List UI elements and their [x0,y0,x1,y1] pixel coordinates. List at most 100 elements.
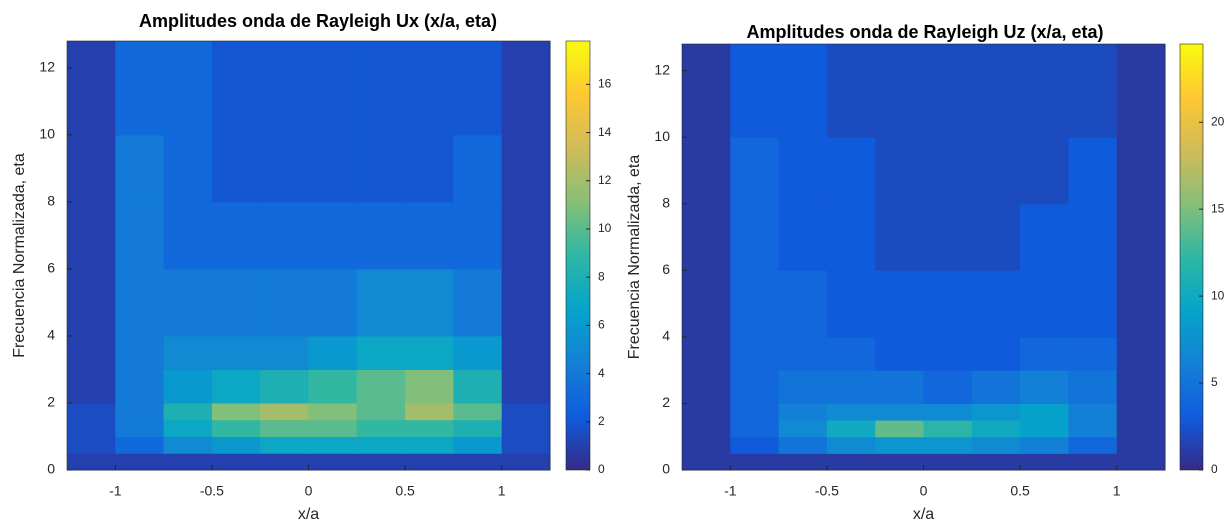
heatmap-cell [1116,270,1166,338]
heatmap-cell [1116,336,1166,371]
heatmap-cell [67,436,116,454]
heatmap-cell [923,44,973,138]
heatmap-cell [356,436,406,454]
heatmap-cell [211,201,261,270]
heatmap-cell [1068,370,1118,404]
heatmap-cell [923,270,973,338]
heatmap-cell [1116,137,1166,205]
heatmap-cell [1068,453,1118,471]
heatmap-cell [730,203,780,271]
heatmap-cell [875,403,924,421]
x-tick-label: 0.5 [1010,483,1030,499]
heatmap-cell [826,420,876,438]
heatmap-cell [1020,203,1069,271]
heatmap-cell [875,370,924,404]
heatmap-cell [453,134,503,203]
heatmap-cell [67,369,116,404]
heatmap-cell [826,270,876,338]
heatmap-cell [875,270,924,338]
heatmap-cell [211,335,261,370]
heatmap-cell [1020,336,1069,371]
heatmap-cell [778,436,828,454]
heatmap-cell [115,335,165,370]
colorbar-tick-label: 0 [1211,462,1218,476]
heatmap-cell [826,44,876,138]
heatmap-cell [682,44,731,138]
heatmap-cell [1020,436,1069,454]
heatmap-cell [260,201,309,270]
heatmap-cell [67,41,116,136]
heatmap-cell [453,369,503,404]
heatmap-cell [211,419,261,437]
heatmap-cell [875,336,924,371]
heatmap-cell [501,453,551,471]
heatmap-cell [826,336,876,371]
heatmap-cell [405,369,454,404]
heatmap-cell [501,419,551,437]
heatmap-cell [453,335,503,370]
heatmap-cell [971,270,1021,338]
heatmap-cell [778,44,828,138]
x-tick-label: -0.5 [200,483,224,499]
heatmap-cell [115,419,165,437]
heatmap-cell [1068,403,1118,421]
heatmap-cell [211,41,261,136]
heatmap-cell [308,436,358,454]
heatmap-cell [260,41,309,136]
heatmap-cell [163,41,213,136]
x-axis-label: x/a [298,506,319,523]
heatmap-cell [308,201,358,270]
heatmap-cell [682,203,731,271]
heatmap-cell [501,268,551,337]
heatmap-cell [1068,44,1118,138]
heatmap-cell [971,453,1021,471]
heatmap-cell [453,419,503,437]
y-tick-label: 2 [662,394,670,410]
heatmap-cell [730,270,780,338]
heatmap-cell [730,137,780,205]
heatmap-cell [778,203,828,271]
y-tick-label: 10 [654,128,670,144]
heatmap-cell [682,270,731,338]
heatmap-cell [1068,270,1118,338]
heatmap-cell [730,370,780,404]
heatmap-cell [308,453,358,471]
heatmap-cell [405,436,454,454]
heatmap-cell [356,335,406,370]
heatmap-cell [67,335,116,370]
heatmap-cell [1020,44,1069,138]
heatmap-cell [260,335,309,370]
heatmap-cell [1116,44,1166,138]
x-tick-label: -1 [724,483,737,499]
colorbar-tick-label: 5 [1211,375,1218,389]
heatmap-cell [1116,203,1166,271]
heatmap-cell [453,268,503,337]
heatmap-cell [682,137,731,205]
heatmap-cell [67,402,116,421]
heatmap-cell [778,137,828,205]
heatmap-cell [923,137,973,205]
y-tick-label: 12 [654,61,670,77]
heatmap-cell [501,369,551,404]
colorbar-tick-label: 16 [598,77,612,91]
heatmap-cell [730,403,780,421]
heatmap-cell [260,369,309,404]
colorbar-tick-label: 12 [598,173,612,187]
heatmap-cell [971,370,1021,404]
heatmap-cell [163,268,213,337]
heatmap-cell [163,134,213,203]
heatmap-cell [1116,403,1166,421]
y-tick-label: 0 [47,461,55,477]
heatmap-cell [501,134,551,203]
heatmap-cell [115,201,165,270]
heatmap-cell [826,370,876,404]
heatmap-cell [308,419,358,437]
heatmap-cell [923,203,973,271]
heatmap-cell [163,436,213,454]
heatmap-cell [405,134,454,203]
heatmap-cell [115,436,165,454]
heatmap-cell [260,268,309,337]
heatmap-cell [356,268,406,337]
chart-title: Amplitudes onda de Rayleigh Ux (x/a, eta… [139,11,497,31]
heatmap-cell [501,41,551,136]
